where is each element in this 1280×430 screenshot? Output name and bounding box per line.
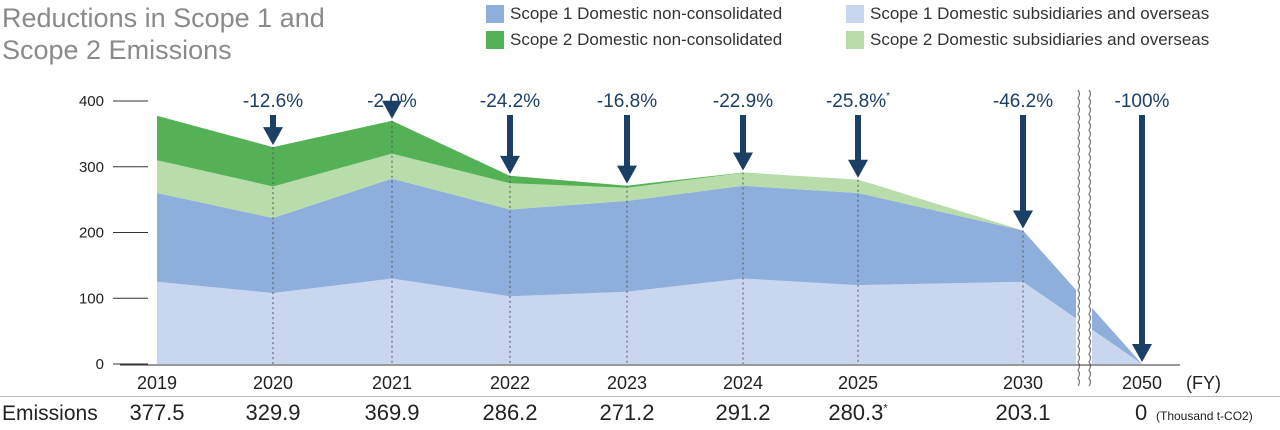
reduction-arrow-shaft-2024	[740, 115, 746, 155]
reduction-arrow-shaft-2020	[270, 115, 276, 130]
reduction-label-2023: -16.8%	[597, 91, 657, 112]
legend-swatch-scope2-nonconsolidated	[486, 31, 504, 49]
emissions-value-2022: 286.2	[482, 400, 538, 425]
y-tick-label-400: 400	[79, 93, 104, 110]
reduction-label-2021: -2.0%	[367, 91, 417, 112]
reduction-arrow-head-2023	[617, 165, 637, 184]
legend-item-scope2-subsidiaries: Scope 2 Domestic subsidiaries and overse…	[846, 30, 1209, 50]
x-tick-label-2030: 2030	[1003, 373, 1043, 393]
reduction-label-2022: -24.2%	[480, 91, 540, 112]
reduction-label-2030: -46.2%	[993, 91, 1053, 112]
reduction-arrow-shaft-2050	[1139, 115, 1145, 346]
stacked-area-chart: 0 100 200 300 400 -12.6% -2.0% -24.2% -16.8% -22.…	[79, 89, 1221, 393]
emissions-footnote-mark: *	[883, 402, 888, 415]
area-series-2	[157, 153, 1142, 364]
legend-swatch-scope1-nonconsolidated	[486, 5, 504, 23]
emissions-value-2023: 271.2	[599, 400, 655, 425]
legend-swatch-scope1-subsidiaries	[846, 5, 864, 23]
area-series-1	[157, 178, 1142, 364]
chart-title: Reductions in Scope 1 and Scope 2 Emissi…	[2, 2, 325, 66]
reduction-label-2025: -25.8%*	[826, 91, 890, 112]
x-tick-label-2025: 2025	[838, 373, 878, 393]
area-series-0	[157, 278, 1142, 364]
emissions-value-2019: 377.5	[129, 400, 185, 425]
emissions-value-2024: 291.2	[715, 400, 771, 425]
y-tick-label-0: 0	[96, 356, 104, 373]
legend-item-scope2-nonconsolidated: Scope 2 Domestic non-consolidated	[486, 30, 782, 50]
reduction-arrow-head-2022	[500, 155, 520, 174]
reduction-arrow-shaft-2023	[624, 115, 630, 168]
x-tick-label-2050: 2050	[1122, 373, 1162, 393]
x-tick-label-2024: 2024	[723, 373, 763, 393]
reduction-arrow-head-2030	[1013, 210, 1033, 229]
emissions-value-2050: 0	[1135, 400, 1148, 425]
emissions-row-divider	[0, 396, 1280, 397]
reduction-arrow-shaft-2025	[855, 115, 861, 162]
emissions-unit: (Thousand t-CO2)	[1156, 409, 1253, 423]
legend-label-scope1-subsidiaries: Scope 1 Domestic subsidiaries and overse…	[870, 4, 1210, 23]
reduction-label-footnote-mark: *	[886, 91, 890, 102]
title-line-2: Scope 2 Emissions	[2, 35, 232, 65]
legend-label-scope2-nonconsolidated: Scope 2 Domestic non-consolidated	[510, 30, 783, 49]
reduction-arrow-shaft-2030	[1020, 115, 1026, 213]
reduction-label-2024: -22.9%	[713, 91, 773, 112]
legend-label-scope2-subsidiaries: Scope 2 Domestic subsidiaries and overse…	[870, 30, 1210, 49]
y-tick-label-200: 200	[79, 225, 104, 242]
x-axis-fy-label: (FY)	[1186, 373, 1221, 393]
x-tick-label-2021: 2021	[372, 373, 412, 393]
emissions-value-2025: 280.3*	[828, 400, 888, 425]
reduction-label-2050: -100%	[1115, 91, 1170, 112]
y-tick-label-100: 100	[79, 290, 104, 307]
x-tick-label-2023: 2023	[607, 373, 647, 393]
title-line-1: Reductions in Scope 1 and	[2, 3, 325, 33]
legend-item-scope1-nonconsolidated: Scope 1 Domestic non-consolidated	[486, 4, 782, 24]
emissions-row-label: Emissions	[2, 402, 98, 425]
x-tick-label-2022: 2022	[490, 373, 530, 393]
y-tick-label-300: 300	[79, 159, 104, 176]
emissions-value-2021: 369.9	[364, 400, 420, 425]
legend-label-scope1-nonconsolidated: Scope 1 Domestic non-consolidated	[510, 4, 783, 23]
emissions-value-2030: 203.1	[995, 400, 1051, 425]
legend-item-scope1-subsidiaries: Scope 1 Domestic subsidiaries and overse…	[846, 4, 1209, 24]
x-tick-label-2019: 2019	[137, 373, 177, 393]
reduction-arrow-head-2024	[733, 152, 753, 171]
reduction-arrow-shaft-2022	[507, 115, 513, 158]
axis-break-wave-1	[1088, 89, 1092, 387]
reduction-arrow-head-2025	[848, 159, 868, 178]
axis-break-band	[1076, 90, 1092, 380]
reduction-arrow-head-2020	[263, 127, 283, 146]
reduction-arrow-head-2050	[1132, 344, 1152, 362]
axis-break-wave-0	[1077, 89, 1081, 387]
legend-swatch-scope2-subsidiaries	[846, 31, 864, 49]
reduction-arrow-head-2021	[382, 100, 402, 119]
emissions-value-2020: 329.9	[245, 400, 301, 425]
x-tick-label-2020: 2020	[253, 373, 293, 393]
reduction-label-2020: -12.6%	[243, 91, 303, 112]
